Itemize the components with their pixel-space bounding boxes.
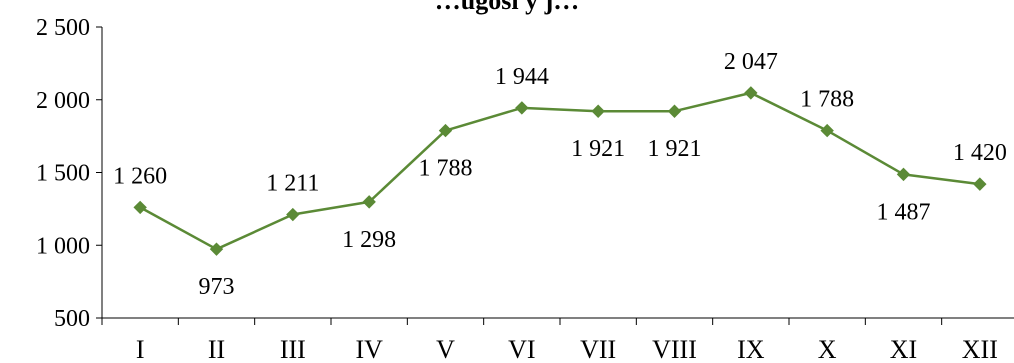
x-tick-label: X <box>818 335 837 363</box>
y-tick-label: 1 500 <box>36 161 90 187</box>
data-point-marker <box>209 242 224 256</box>
y-tick-label: 500 <box>54 306 90 332</box>
x-tick-label: VII <box>580 335 616 363</box>
data-label: 1 788 <box>800 87 854 113</box>
x-axis: I II III IV V VI VII VIII IX X XI XII <box>101 317 1014 363</box>
y-axis: 500 1 000 1 500 2 000 2 500 <box>36 15 103 332</box>
data-label: 1 487 <box>877 199 931 225</box>
series-line <box>139 91 980 251</box>
data-point-marker <box>591 104 605 118</box>
data-label: 973 <box>199 274 235 300</box>
data-labels: 1 260 973 1 211 1 298 1 788 1 944 1 921 1 921 2 … <box>113 49 1007 300</box>
x-tick-label: V <box>436 335 455 363</box>
data-label: 1 420 <box>953 140 1007 166</box>
series-line-group <box>139 91 980 251</box>
data-point-marker <box>973 177 987 191</box>
data-point-marker <box>286 207 300 222</box>
x-tick-label: XI <box>890 335 917 363</box>
x-tick-label: XII <box>962 335 998 363</box>
x-tick-label: VIII <box>652 335 697 363</box>
x-tick-label: VI <box>508 335 535 363</box>
y-tick-label: 2 500 <box>36 15 90 41</box>
x-tick-label: IV <box>355 335 383 363</box>
data-label: 1 944 <box>495 64 549 90</box>
data-point-marker <box>896 167 911 182</box>
data-point-marker <box>515 101 529 115</box>
data-point-marker <box>744 86 758 100</box>
data-label: 1 921 <box>648 136 702 162</box>
data-label: 2 047 <box>724 49 778 75</box>
data-label: 1 211 <box>266 171 319 197</box>
data-label: 1 298 <box>342 227 396 253</box>
data-markers <box>133 86 987 256</box>
y-tick-label: 2 000 <box>36 88 90 114</box>
data-point-marker <box>438 123 453 138</box>
data-label: 1 921 <box>571 136 625 162</box>
data-point-marker <box>133 200 147 215</box>
data-label: 1 788 <box>419 156 473 182</box>
y-tick-label: 1 000 <box>36 233 90 259</box>
chart-title: …ugosi y j… <box>434 0 580 15</box>
x-tick-label: IX <box>737 335 765 363</box>
data-point-marker <box>362 195 376 209</box>
x-tick-label: II <box>208 335 225 363</box>
x-tick-label: III <box>280 335 306 363</box>
data-point-marker <box>820 123 834 138</box>
data-point-marker <box>667 104 682 118</box>
x-tick-label: I <box>136 335 145 363</box>
data-label: 1 260 <box>113 163 167 189</box>
